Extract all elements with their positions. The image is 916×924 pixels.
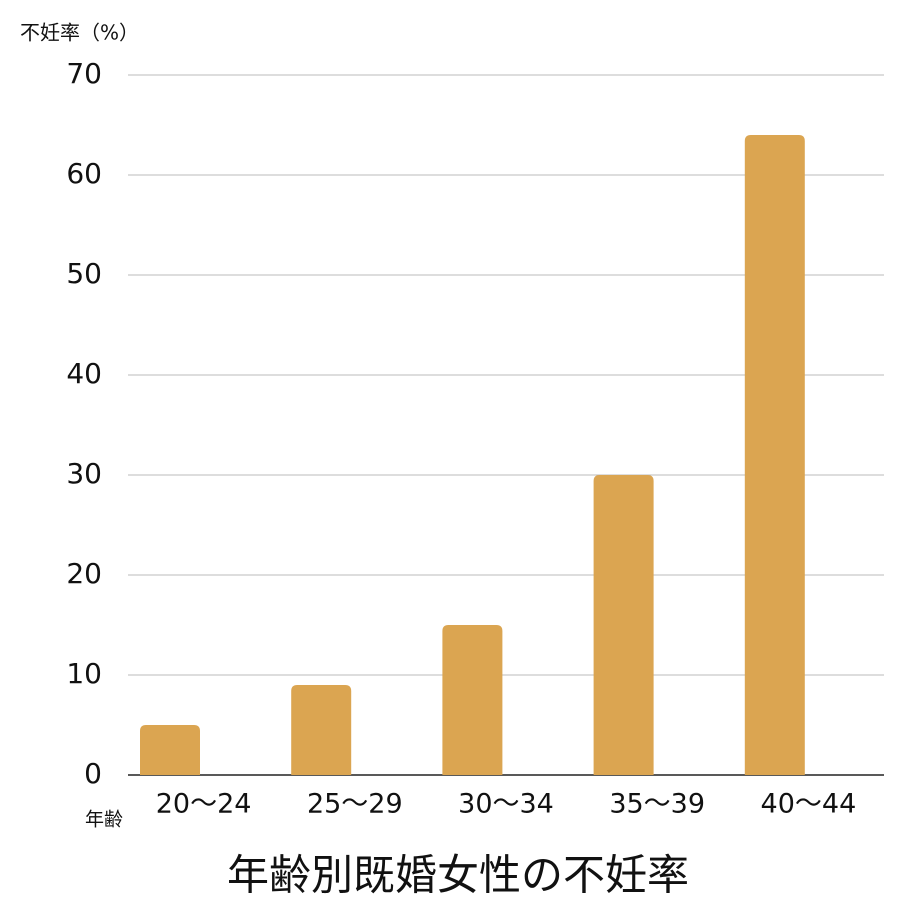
y-tick-label: 0 <box>84 757 102 790</box>
y-tick-label: 60 <box>66 157 102 190</box>
x-tick-label: 20〜24 <box>156 789 252 820</box>
bar <box>442 625 503 775</box>
chart-title: 年齢別既婚女性の不妊率 <box>227 851 689 900</box>
x-tick-label: 35〜39 <box>609 789 705 820</box>
y-tick-label: 20 <box>66 557 102 590</box>
y-tick-label: 40 <box>66 357 102 390</box>
bar <box>744 135 805 775</box>
x-tick-label: 30〜34 <box>458 789 554 820</box>
y-axis-label: 不妊率（%） <box>20 21 139 45</box>
y-tick-label: 10 <box>66 657 102 690</box>
y-tick-label: 30 <box>66 457 102 490</box>
bar <box>140 725 200 775</box>
x-tick-label: 40〜44 <box>761 789 857 820</box>
bar <box>593 475 654 775</box>
bar <box>291 685 352 775</box>
y-tick-label: 50 <box>66 257 102 290</box>
y-tick-label: 70 <box>66 57 102 90</box>
x-axis-label: 年齢 <box>85 809 123 831</box>
x-tick-label: 25〜29 <box>307 789 403 820</box>
